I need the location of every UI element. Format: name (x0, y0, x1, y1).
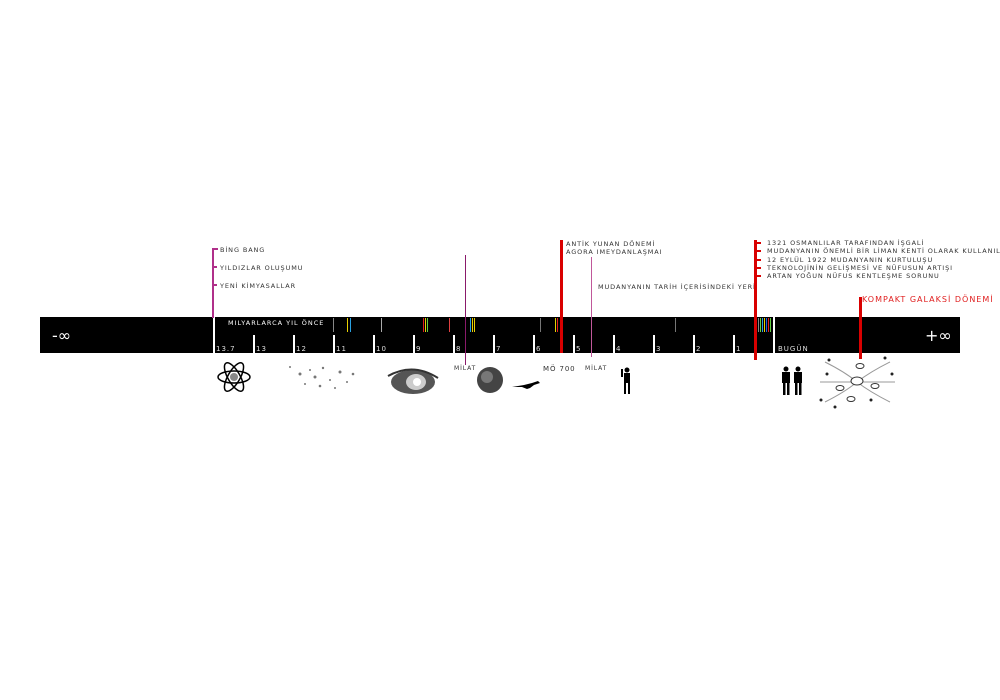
tick-mark (413, 335, 415, 353)
mo-700-label: MÖ 700 (543, 365, 576, 373)
today-divider (773, 317, 775, 353)
event-color-mark (449, 318, 450, 332)
event-color-mark (555, 318, 556, 332)
today-label: BUGÜN (778, 345, 809, 353)
event-color-mark (768, 318, 769, 332)
tick-label: 11 (336, 345, 347, 353)
tick-mark (293, 335, 295, 353)
tick-label: 2 (696, 345, 702, 353)
cosmic-tick (212, 284, 217, 286)
event-new-chemicals: YENİ KİMYASALLAR (220, 282, 297, 290)
event-color-mark (427, 318, 428, 332)
future-line (859, 297, 862, 359)
cosmic-line (212, 248, 214, 318)
cosmic-tick (212, 266, 217, 268)
timeline-bar (40, 317, 960, 353)
modern-event-tick (754, 275, 761, 278)
event-color-mark (540, 318, 541, 332)
tick-mark (453, 335, 455, 353)
event-color-mark (347, 318, 348, 332)
modern-event-tick (754, 250, 761, 253)
milat-label-2: MİLAT (585, 365, 608, 372)
tick-label: 6 (536, 345, 542, 353)
event-color-mark (675, 318, 676, 332)
minus-infinity: -∞ (52, 326, 72, 345)
modern-event-tick (754, 242, 761, 244)
event-color-mark (381, 318, 382, 332)
cosmic-tick (212, 248, 218, 250)
compact-galaxy-icon (819, 356, 895, 409)
tick-label: 13.7 (216, 345, 236, 353)
mudanya-history-label: MUDANYANIN TARİH İÇERİSİNDEKİ YERİ (598, 283, 756, 291)
event-big-bang: BİNG BANG (220, 246, 266, 254)
agora-label: AGORA IMEYDANLAŞMAI (566, 248, 663, 256)
event-color-mark (758, 318, 759, 332)
modern-event-label: 1321 OSMANLILAR TARAFINDAN İŞGALİ (767, 239, 925, 247)
tick-mark (493, 335, 495, 353)
tick-label: 9 (416, 345, 422, 353)
modern-event-label: 12 EYLÜL 1922 MUDANYANIN KURTULUŞU (767, 255, 934, 264)
plus-infinity: +∞ (925, 326, 952, 345)
start-divider (213, 317, 215, 353)
event-color-mark (423, 318, 424, 332)
tick-label: 13 (256, 345, 267, 353)
tick-mark (253, 335, 255, 353)
tick-mark (733, 335, 735, 353)
tick-label: 5 (576, 345, 582, 353)
tick-mark (533, 335, 535, 353)
stars-icon (289, 366, 355, 389)
tick-label: 8 (456, 345, 462, 353)
event-color-mark (557, 318, 558, 332)
tick-label: 7 (496, 345, 502, 353)
modern-event-tick (754, 258, 761, 261)
modern-event-label: TEKNOLOJİNİN GELİŞMESİ VE NÜFUSUN ARTIŞI (767, 263, 953, 272)
milat-label-1: MİLAT (454, 365, 477, 372)
tick-mark (573, 335, 575, 353)
event-color-mark (425, 318, 426, 332)
earth-icon (477, 367, 503, 393)
galaxy-icon (387, 368, 439, 394)
event-color-mark (333, 318, 334, 332)
modern-event-tick (754, 266, 761, 269)
antik-label: ANTİK YUNAN DÖNEMİ (566, 240, 656, 248)
milat-line-2 (591, 257, 592, 357)
tick-mark (613, 335, 615, 353)
antik-line (560, 240, 563, 353)
modern-event-label: MUDANYANIN ÖNEMLİ BİR LİMAN KENTİ OLARAK… (767, 247, 1000, 256)
event-color-mark (762, 318, 763, 332)
human-silhouette-icon (621, 367, 630, 394)
tick-mark (653, 335, 655, 353)
event-star-formation: YILDIZLAR OLUŞUMU (220, 264, 304, 272)
dinosaur-icon (512, 381, 540, 389)
tick-label: 12 (296, 345, 307, 353)
event-color-mark (766, 318, 767, 332)
future-label: KOMPAKT GALAKSİ DÖNEMİ (862, 295, 994, 304)
tick-label: 4 (616, 345, 622, 353)
event-color-mark (350, 318, 351, 332)
event-color-mark (764, 318, 765, 332)
bar-title: MILYARLARCA YIL ÖNCE (228, 319, 325, 327)
event-color-mark (472, 318, 473, 332)
tick-mark (373, 335, 375, 353)
milat-line-1 (465, 255, 466, 365)
atom-icon (217, 362, 251, 392)
event-color-mark (470, 318, 471, 332)
tick-mark (333, 335, 335, 353)
tick-mark (693, 335, 695, 353)
event-color-mark (474, 318, 475, 332)
tick-label: 1 (736, 345, 742, 353)
modern-event-label: ARTAN YOĞUN NÜFUS KENTLEŞME SORUNU (767, 272, 940, 281)
event-color-mark (770, 318, 771, 332)
event-color-mark (760, 318, 761, 332)
tick-label: 10 (376, 345, 387, 353)
tick-label: 3 (656, 345, 662, 353)
two-people-icon (782, 366, 802, 395)
modern-line (754, 240, 757, 360)
